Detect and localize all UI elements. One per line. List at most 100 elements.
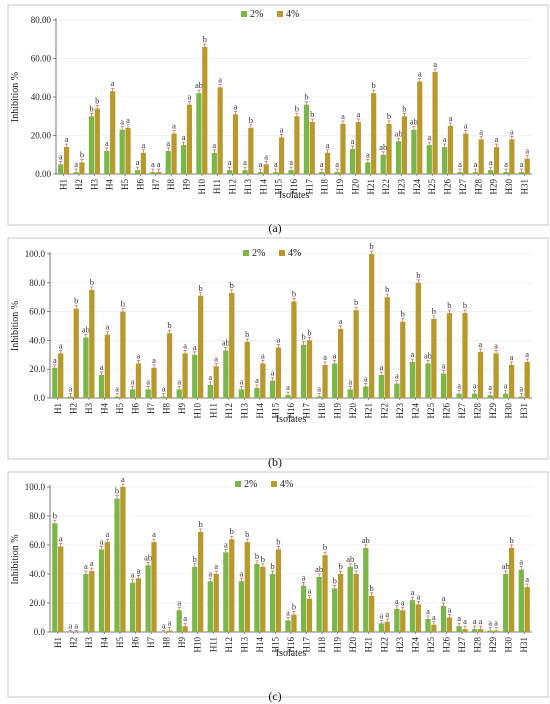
data-label: a: [136, 157, 140, 167]
bar-H21-s2: [369, 254, 375, 398]
data-label: a: [308, 586, 312, 596]
x-tick-label: H9: [177, 637, 187, 648]
bar-H4-s1: [98, 374, 105, 398]
bar-H4-s2: [104, 542, 111, 632]
data-label: ab: [379, 142, 387, 152]
x-tick-label: H12: [224, 637, 234, 653]
data-label: a: [261, 350, 265, 360]
data-label: a: [258, 159, 262, 169]
x-tick-label: H15: [274, 179, 284, 195]
legend-label-1: 2%: [252, 248, 265, 259]
data-label: b: [401, 309, 405, 319]
bar-H25-s1: [425, 618, 431, 632]
x-tick-label: H3: [89, 179, 99, 190]
legend-label-1: 2%: [244, 479, 257, 490]
x-tick-label: H25: [426, 403, 436, 419]
data-label: a: [364, 373, 368, 383]
bar-H4-s1: [104, 150, 110, 174]
bar-H3-s2: [94, 108, 100, 174]
data-label: a: [53, 355, 57, 365]
bar-H16-s1: [285, 620, 291, 632]
data-label: b: [385, 284, 389, 294]
data-label: a: [277, 335, 281, 345]
bar-H14-s1: [254, 387, 260, 398]
bar-H21-s1: [365, 162, 371, 174]
data-label: a: [126, 115, 130, 125]
x-tick-label: H4: [99, 637, 109, 648]
x-tick-label: H27: [457, 637, 467, 653]
bar-H3-s2: [89, 571, 95, 632]
data-label: b: [304, 92, 308, 102]
x-tick-label: H6: [135, 179, 145, 190]
x-tick-label: H3: [84, 403, 94, 414]
bar-H20-s2: [353, 574, 359, 632]
data-label: a: [426, 606, 430, 616]
data-label: a: [339, 316, 343, 326]
x-tick-label: H7: [146, 403, 156, 414]
bar-H6-s2: [140, 152, 146, 174]
data-label: a: [162, 384, 166, 394]
data-label: a: [208, 372, 212, 382]
bar-H22-s2: [386, 123, 392, 174]
bar-H10-s1: [196, 93, 202, 174]
data-label: a: [351, 136, 355, 146]
y-axis-title: Inhibition %: [10, 534, 21, 584]
y-axis-title: Inhibition %: [10, 301, 21, 351]
bar-H19-s2: [337, 328, 344, 398]
data-label: a: [488, 618, 492, 628]
data-label: b: [261, 554, 265, 564]
panel-frame: [7, 237, 549, 460]
data-label: b: [199, 283, 203, 293]
data-label: b: [292, 602, 296, 612]
bar-H15-s2: [278, 137, 285, 174]
bar-H12-s2: [232, 114, 239, 174]
bar-H10-s2: [202, 46, 208, 175]
bar-H3-s1: [83, 337, 89, 398]
data-label: ab: [144, 552, 152, 562]
data-label: a: [100, 536, 104, 546]
x-tick-label: H1: [59, 179, 69, 190]
data-label: b: [416, 270, 420, 280]
data-label: a: [157, 159, 161, 169]
y-tick-label: 100.0: [25, 482, 46, 492]
data-label: a: [141, 140, 145, 150]
bar-H28-s2: [477, 629, 484, 632]
x-tick-label: H17: [304, 179, 314, 195]
bar-H18-s1: [316, 396, 322, 398]
legend-swatch-2: [277, 11, 283, 17]
data-label: a: [525, 146, 529, 156]
x-tick-label: H29: [488, 637, 498, 653]
data-label: a: [519, 384, 523, 394]
y-tick-label: 60.0: [29, 307, 45, 317]
data-label: a: [525, 574, 529, 584]
data-label: a: [495, 134, 499, 144]
data-label: a: [416, 591, 420, 601]
x-tick-label: H1: [53, 637, 63, 648]
data-label: a: [494, 340, 498, 350]
data-label: a: [120, 117, 124, 127]
bar-H26-s1: [442, 147, 448, 174]
y-tick-label: 80.0: [29, 511, 45, 521]
bar-H12-s1: [227, 170, 233, 174]
bar-H13-s1: [238, 581, 245, 632]
data-label: a: [335, 159, 339, 169]
bar-H21-s2: [371, 93, 377, 174]
bar-H25-s2: [432, 71, 438, 174]
bar-H3-s2: [89, 290, 95, 398]
data-label: a: [152, 355, 156, 365]
bar-H13-s2: [248, 127, 254, 174]
bar-H27-s1: [456, 626, 462, 632]
y-tick-label: 20.0: [29, 364, 45, 374]
data-label: a: [379, 362, 383, 372]
data-label: a: [166, 138, 170, 148]
x-tick-label: H17: [302, 403, 312, 419]
data-label: a: [240, 376, 244, 386]
panel-label: (a): [268, 221, 281, 235]
x-tick-label: H16: [286, 637, 296, 653]
x-tick-label: H16: [289, 179, 299, 195]
data-label: a: [411, 349, 415, 359]
bar-H20-s1: [347, 389, 353, 398]
data-label: b: [89, 103, 93, 113]
data-label: a: [100, 362, 104, 372]
x-tick-label: H15: [270, 637, 280, 653]
